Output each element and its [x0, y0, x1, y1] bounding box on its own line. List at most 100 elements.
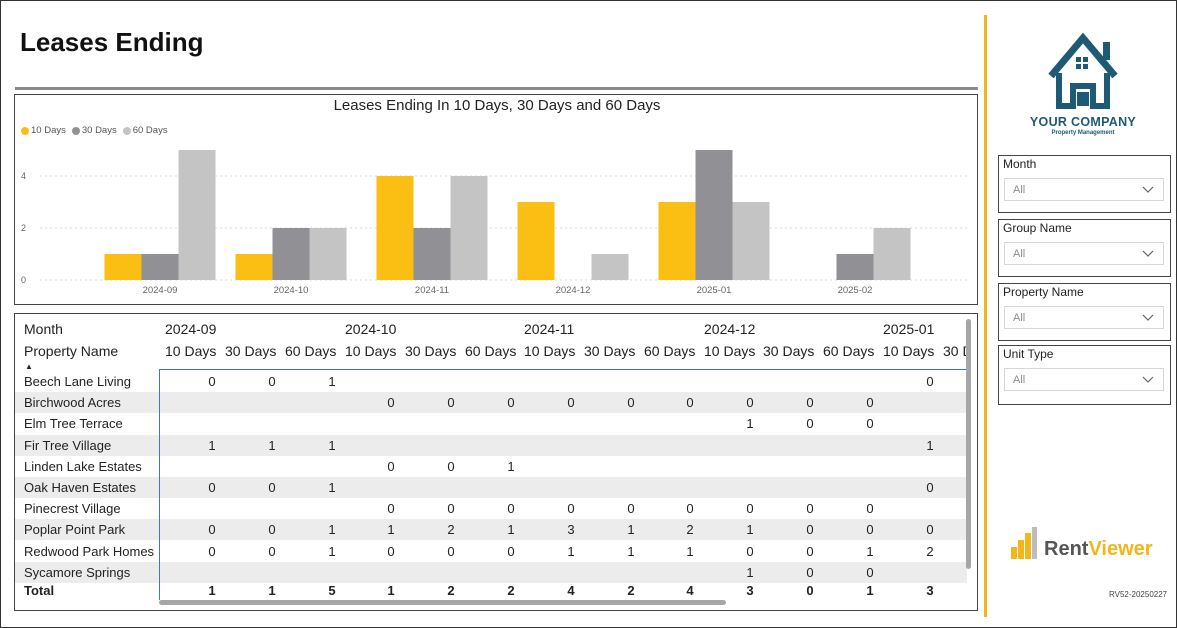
table-cell: 0: [866, 564, 874, 580]
x-tick-label: 2024-10: [274, 285, 309, 296]
total-cell: 4: [686, 583, 694, 598]
legend-label: 60 Days: [132, 125, 168, 136]
matrix-subheader[interactable]: 10 Days: [704, 343, 756, 359]
bar-30-days-2024-11[interactable]: [413, 228, 451, 280]
row-property-name[interactable]: Sycamore Springs: [24, 564, 131, 580]
bar-10-days-2024-11[interactable]: [376, 176, 414, 280]
table-cell: 0: [268, 480, 276, 495]
y-tick-label: 0: [21, 275, 26, 285]
bar-60-days-2025-02[interactable]: [873, 228, 911, 280]
bar-60-days-2024-12[interactable]: [591, 254, 629, 280]
row-property-name[interactable]: Elm Tree Terrace: [24, 416, 123, 432]
legend-label: 10 Days: [31, 125, 66, 136]
table-cell: 0: [507, 501, 515, 517]
table-row: Elm Tree Terrace 1 0 0: [15, 413, 967, 434]
bar-10-days-2024-10[interactable]: [235, 254, 273, 280]
row-property-name[interactable]: Oak Haven Estates: [24, 480, 136, 495]
legend-item-10-days[interactable]: 10 Days: [21, 125, 66, 136]
month-dropdown[interactable]: All: [1004, 178, 1164, 201]
bar-chart: 0 2 4 2024-09 2024-10 2024-11 2024-12 2025-01 20…: [21, 150, 970, 296]
table-cell: 0: [208, 480, 216, 495]
table-cell: 2: [686, 522, 694, 538]
table-cell: 0: [746, 543, 754, 559]
matrix-month-2024-10[interactable]: 2024-10: [345, 321, 397, 337]
slicer-value: All: [1013, 312, 1026, 324]
table-cell: 0: [268, 374, 276, 389]
unit-type-dropdown[interactable]: All: [1004, 368, 1164, 391]
row-property-name[interactable]: Pinecrest Village: [24, 501, 121, 517]
matrix-body: Month Property Name ▲ 2024-09 2024-10 2024…: [15, 314, 967, 604]
total-cell: 1: [866, 583, 874, 598]
company-tagline: Property Management: [1051, 130, 1115, 136]
matrix-subheader[interactable]: 10 Days: [524, 343, 576, 359]
table-row: Poplar Point Park 0 0 1 1 2 1 3 1 2 1 0 0 0: [15, 519, 967, 541]
total-cell: 3: [926, 583, 934, 598]
matrix-property-header[interactable]: Property Name: [24, 343, 119, 359]
bar-60-days-2024-11[interactable]: [450, 176, 488, 280]
matrix-subheader[interactable]: 10 Days: [345, 343, 397, 359]
matrix-subheader[interactable]: 10 Days: [883, 343, 935, 359]
bar-60-days-2024-09[interactable]: [178, 150, 216, 280]
matrix-subheader[interactable]: 30 Days: [584, 343, 636, 359]
table-cell: 1: [328, 522, 336, 538]
table-cell: 2: [926, 543, 934, 559]
x-tick-label: 2025-01: [697, 285, 732, 296]
matrix-subheader[interactable]: 60 Days: [465, 343, 517, 359]
table-cell: 0: [447, 458, 455, 474]
total-cell: 2: [507, 583, 515, 598]
x-tick-label: 2025-02: [838, 285, 873, 296]
matrix-subheader[interactable]: 30 Days: [763, 343, 815, 359]
title-divider: [15, 87, 978, 90]
bar-30-days-2024-10[interactable]: [272, 228, 310, 280]
table-cell: 1: [746, 416, 754, 432]
table-cell: 0: [208, 374, 216, 389]
total-cell: 1: [387, 583, 395, 598]
row-property-name[interactable]: Fir Tree Village: [24, 437, 112, 453]
table-cell: 0: [387, 395, 395, 411]
matrix-subheader[interactable]: 30 Days: [225, 343, 277, 359]
total-row: Total 1 1 5 1 2 2 4 2 4 3 0 1 3: [15, 580, 967, 601]
vertical-scrollbar[interactable]: [966, 319, 971, 569]
row-header-divider: [159, 370, 160, 600]
sort-ascending-icon[interactable]: ▲: [25, 362, 33, 371]
property-name-dropdown[interactable]: All: [1004, 306, 1164, 329]
legend-item-30-days[interactable]: 30 Days: [71, 125, 117, 136]
chevron-down-icon: [1142, 314, 1154, 321]
row-property-name[interactable]: Beech Lane Living: [24, 374, 131, 389]
matrix-subheader[interactable]: 60 Days: [285, 343, 337, 359]
matrix-subheader[interactable]: 10 Days: [165, 343, 217, 359]
table-cell: 0: [507, 543, 515, 559]
slicer-value: All: [1013, 374, 1026, 386]
table-row: Linden Lake Estates 0 0 1: [15, 456, 967, 477]
row-property-name[interactable]: Poplar Point Park: [24, 522, 126, 538]
matrix-month-2024-11[interactable]: 2024-11: [524, 321, 575, 337]
bar-30-days-2024-09[interactable]: [141, 254, 179, 280]
table-cell: 0: [387, 458, 395, 474]
horizontal-scrollbar[interactable]: [159, 600, 726, 605]
bar-30-days-2025-01[interactable]: [695, 150, 733, 280]
bar-60-days-2024-10[interactable]: [309, 228, 347, 280]
matrix-month-2024-09[interactable]: 2024-09: [165, 321, 217, 337]
matrix-month-2025-01[interactable]: 2025-01: [883, 321, 935, 337]
bar-60-days-2025-01[interactable]: [732, 202, 770, 280]
group-name-dropdown[interactable]: All: [1004, 242, 1164, 265]
row-property-name[interactable]: Birchwood Acres: [24, 395, 121, 411]
bar-10-days-2024-09[interactable]: [104, 254, 142, 280]
bar-10-days-2025-01[interactable]: [658, 202, 696, 280]
matrix-subheader[interactable]: 30 Days: [405, 343, 457, 359]
total-cell: 1: [268, 583, 276, 598]
table-cell: 0: [208, 522, 216, 538]
matrix-subheader[interactable]: 60 Days: [823, 343, 875, 359]
matrix-month-2024-12[interactable]: 2024-12: [704, 321, 756, 337]
total-cell: 5: [328, 583, 336, 598]
bar-30-days-2025-02[interactable]: [836, 254, 874, 280]
bar-10-days-2024-12[interactable]: [517, 202, 555, 280]
table-row: Birchwood Acres 0 0 0 0 0 0 0 0 0: [15, 392, 967, 414]
legend-item-60-days[interactable]: 60 Days: [122, 125, 168, 136]
table-row: Oak Haven Estates 0 0 1 0: [15, 477, 967, 498]
matrix-subheader[interactable]: 60 Days: [644, 343, 696, 359]
matrix-subheader[interactable]: 30 Days: [943, 343, 967, 359]
row-property-name[interactable]: Linden Lake Estates: [24, 458, 142, 474]
table-cell: 0: [268, 522, 276, 538]
row-property-name[interactable]: Redwood Park Homes: [24, 543, 155, 559]
